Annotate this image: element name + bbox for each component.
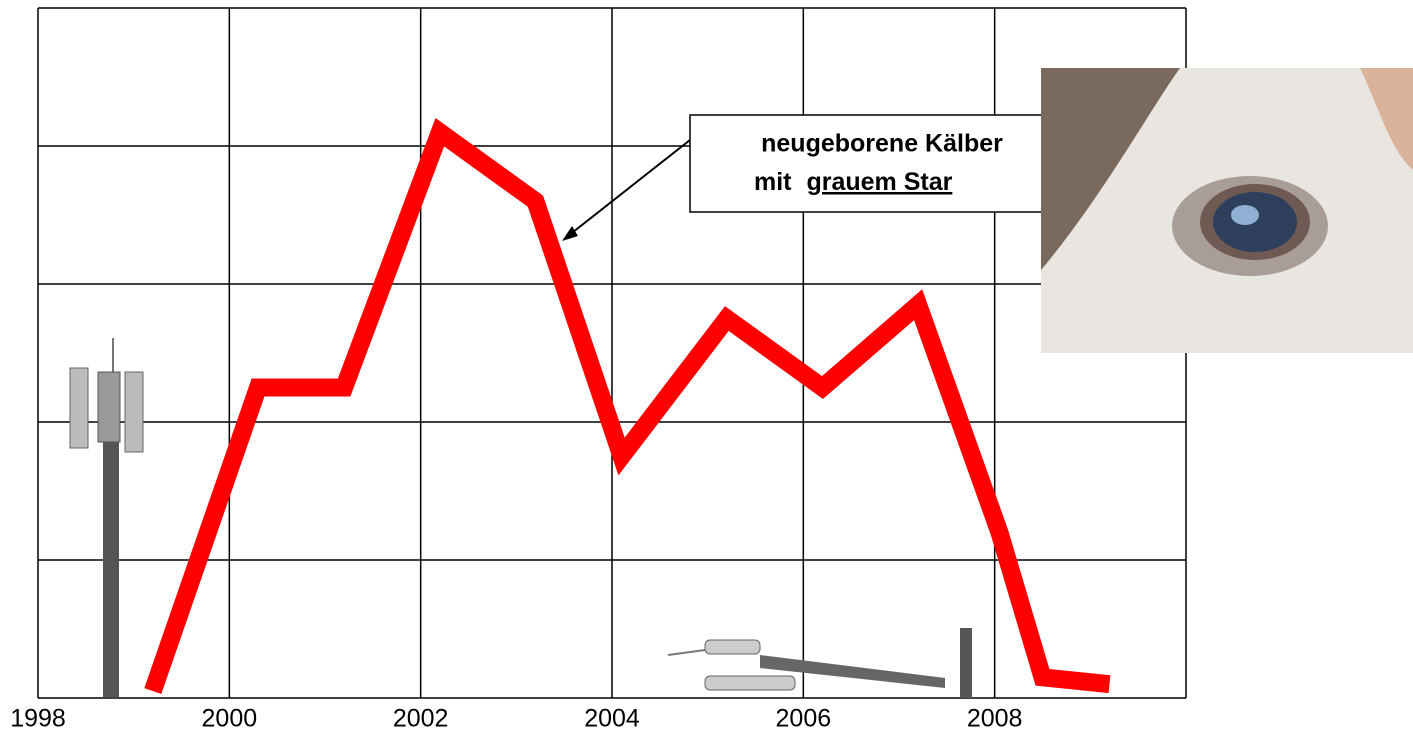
plot-area <box>144 118 1111 695</box>
calf-eye-photo <box>1041 68 1413 353</box>
annotation-box <box>689 114 1076 213</box>
arrow-head <box>562 226 578 241</box>
annotation-underlined: grauem Star <box>806 168 952 196</box>
annotation: neugeborene Kälber mit grauem Star <box>562 114 1076 241</box>
x-tick-label: 1998 <box>10 705 66 733</box>
annotation-line: neugeborene Kälber <box>761 130 1003 158</box>
x-tick-label: 2006 <box>776 705 832 733</box>
x-tick-label: 2004 <box>584 705 640 733</box>
x-tick-label: 2000 <box>202 705 258 733</box>
antenna-tower <box>69 338 144 697</box>
x-tick-label: 2002 <box>393 705 449 733</box>
annotation-line: mit grauem Star <box>754 168 953 196</box>
annotation-arrow <box>567 139 691 237</box>
data-line <box>144 118 1111 695</box>
annotation-text: mit <box>754 168 792 196</box>
antenna-mast <box>667 628 972 698</box>
x-tick-label: 2008 <box>967 705 1023 733</box>
